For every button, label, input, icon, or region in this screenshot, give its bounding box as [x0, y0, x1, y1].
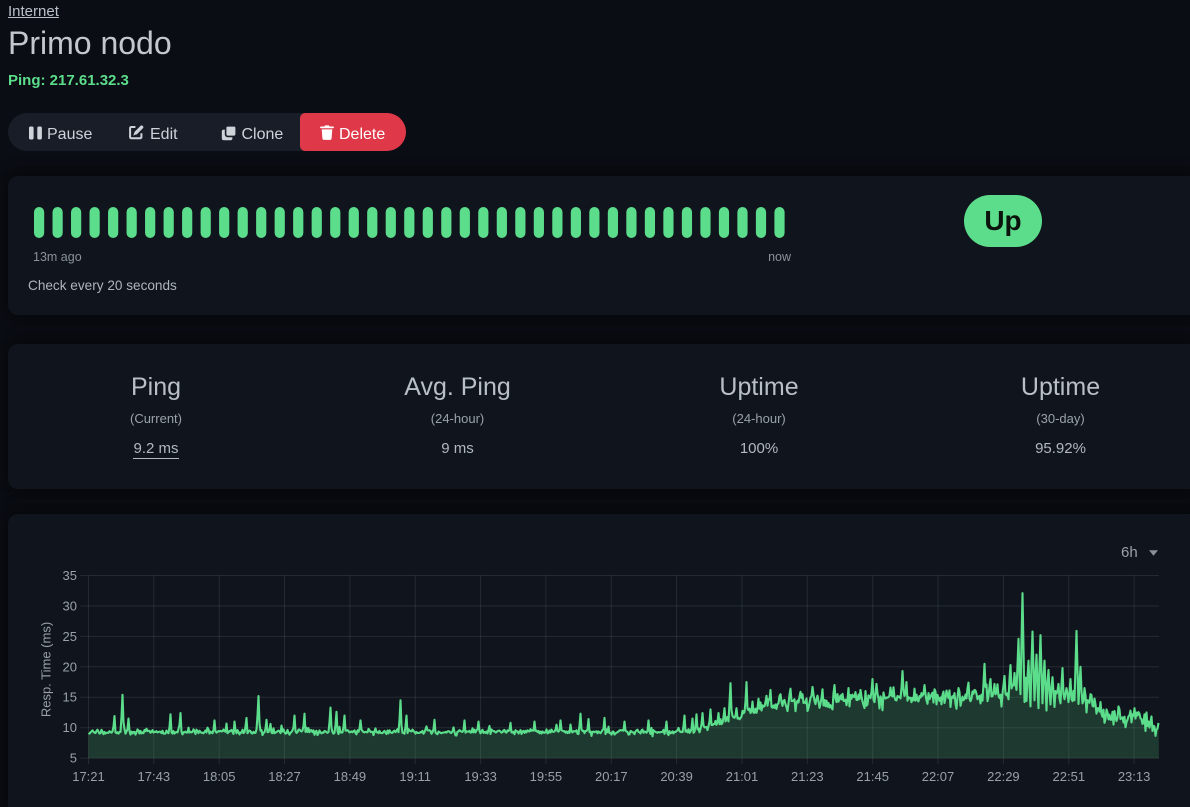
svg-text:20:39: 20:39 — [660, 769, 693, 784]
svg-text:18:49: 18:49 — [334, 769, 367, 784]
svg-text:25: 25 — [63, 629, 77, 644]
svg-text:18:27: 18:27 — [268, 769, 301, 784]
svg-text:19:33: 19:33 — [464, 769, 497, 784]
svg-text:22:51: 22:51 — [1053, 769, 1086, 784]
svg-text:21:45: 21:45 — [856, 769, 889, 784]
svg-text:19:55: 19:55 — [530, 769, 563, 784]
svg-text:23:13: 23:13 — [1118, 769, 1151, 784]
svg-text:20:17: 20:17 — [595, 769, 628, 784]
svg-text:5: 5 — [70, 751, 77, 766]
svg-text:10: 10 — [63, 720, 77, 735]
svg-text:18:05: 18:05 — [203, 769, 236, 784]
svg-text:21:01: 21:01 — [726, 769, 759, 784]
svg-text:17:43: 17:43 — [138, 769, 171, 784]
svg-text:21:23: 21:23 — [791, 769, 824, 784]
svg-text:30: 30 — [63, 599, 77, 614]
svg-text:22:07: 22:07 — [922, 769, 955, 784]
svg-text:22:29: 22:29 — [987, 769, 1020, 784]
svg-text:15: 15 — [63, 690, 77, 705]
svg-text:20: 20 — [63, 659, 77, 674]
svg-text:35: 35 — [63, 568, 77, 583]
svg-text:17:21: 17:21 — [72, 769, 105, 784]
svg-text:19:11: 19:11 — [399, 769, 431, 784]
svg-text:Resp. Time (ms): Resp. Time (ms) — [39, 622, 54, 717]
